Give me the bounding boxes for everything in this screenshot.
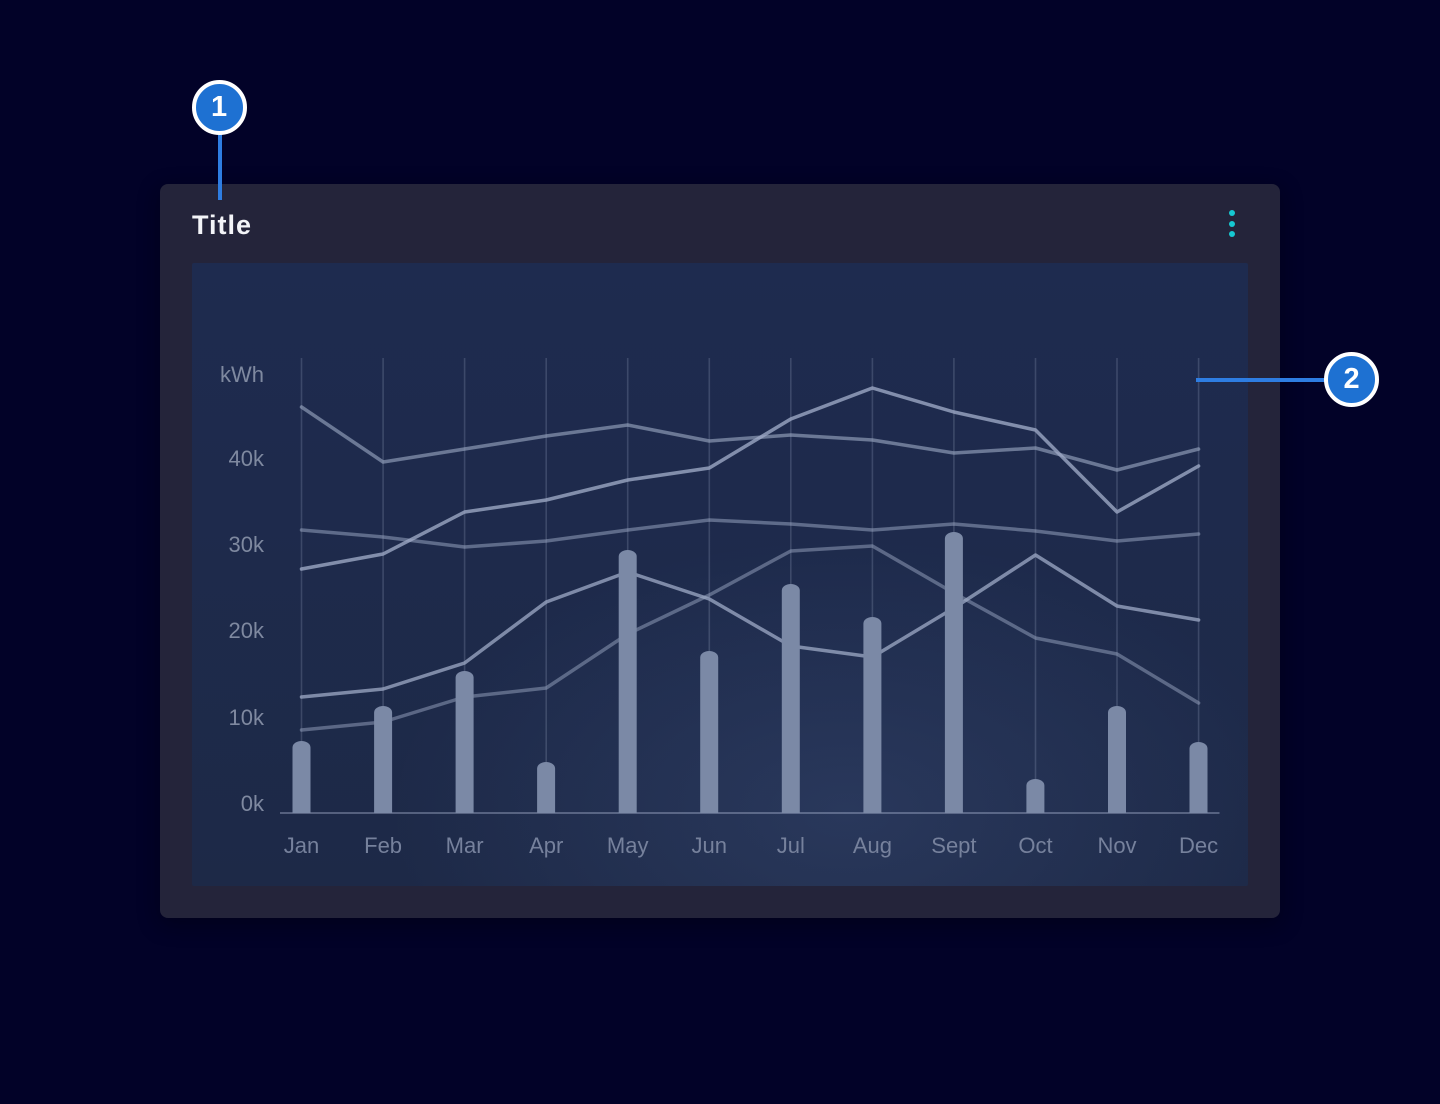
svg-text:May: May [607,833,649,858]
svg-text:Aug: Aug [853,833,892,858]
svg-text:kWh: kWh [220,362,264,387]
svg-text:Jul: Jul [777,833,805,858]
svg-text:0k: 0k [241,791,265,816]
svg-text:20k: 20k [229,618,265,643]
svg-text:Jun: Jun [692,833,727,858]
svg-text:30k: 30k [229,532,265,557]
svg-text:10k: 10k [229,705,265,730]
svg-text:Oct: Oct [1018,833,1052,858]
svg-text:Apr: Apr [529,833,563,858]
svg-text:Nov: Nov [1097,833,1136,858]
svg-text:Dec: Dec [1179,833,1218,858]
svg-text:Feb: Feb [364,833,402,858]
svg-text:40k: 40k [229,446,265,471]
svg-text:Mar: Mar [446,833,484,858]
svg-text:Sept: Sept [931,833,976,858]
svg-text:Jan: Jan [284,833,319,858]
